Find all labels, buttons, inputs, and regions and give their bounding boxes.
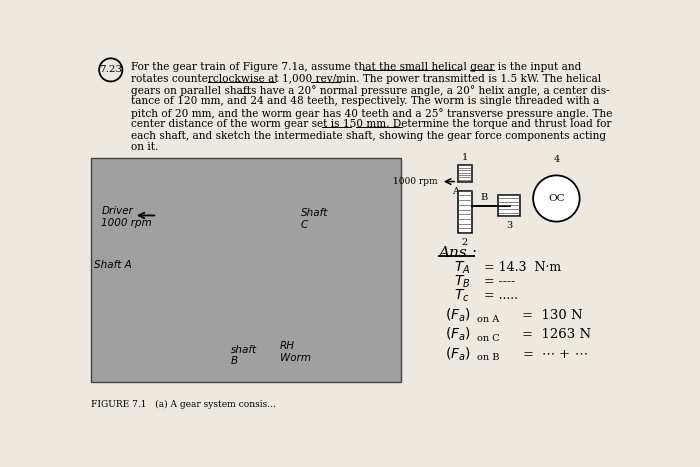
Text: = 14.3  N·m: = 14.3 N·m xyxy=(484,262,561,274)
Text: 7.23: 7.23 xyxy=(99,65,122,74)
Text: = .....: = ..... xyxy=(484,289,517,302)
Text: gears on parallel shafts have a 20° normal pressure angle, a 20° helix angle, a : gears on parallel shafts have a 20° norm… xyxy=(131,85,610,96)
Text: B: B xyxy=(481,192,488,202)
Text: center distance of the worm gear set is 150 mm. Determine the torque and thrust : center distance of the worm gear set is … xyxy=(131,119,611,129)
Text: 4: 4 xyxy=(553,155,559,164)
Text: pitch of 20 mm, and the worm gear has 40 teeth and a 25° transverse pressure ang: pitch of 20 mm, and the worm gear has 40… xyxy=(131,108,612,119)
Text: Shaft
C: Shaft C xyxy=(300,208,328,230)
Text: rotates counterclockwise at 1,000 rev/min. The power transmitted is 1.5 kW. The : rotates counterclockwise at 1,000 rev/mi… xyxy=(131,74,601,84)
Text: =  130 N: = 130 N xyxy=(522,309,583,322)
Bar xyxy=(92,158,401,382)
Text: =  1263 N: = 1263 N xyxy=(522,328,592,341)
Text: Driver
1000 rpm: Driver 1000 rpm xyxy=(102,206,152,228)
Text: tance of 120 mm, and 24 and 48 teeth, respectively. The worm is single threaded : tance of 120 mm, and 24 and 48 teeth, re… xyxy=(131,96,599,106)
Text: =  $\cdots$ + $\cdots$: = $\cdots$ + $\cdots$ xyxy=(522,347,588,361)
Bar xyxy=(458,165,472,182)
Text: $(F_a)$: $(F_a)$ xyxy=(444,326,470,344)
Text: $T_c$: $T_c$ xyxy=(454,287,470,304)
Text: For the gear train of Figure 7.1a, assume that the small helical gear is the inp: For the gear train of Figure 7.1a, assum… xyxy=(131,62,581,72)
Text: $(F_a)$: $(F_a)$ xyxy=(444,307,470,324)
Text: each shaft, and sketch the intermediate shaft, showing the gear force components: each shaft, and sketch the intermediate … xyxy=(131,131,606,141)
Text: FIGURE 7.1   (a) A gear system consis...: FIGURE 7.1 (a) A gear system consis... xyxy=(92,400,276,409)
Text: $(F_a)$: $(F_a)$ xyxy=(444,345,470,363)
Text: $T_B$: $T_B$ xyxy=(454,274,470,290)
Text: A: A xyxy=(452,187,459,196)
Text: 1: 1 xyxy=(462,153,468,162)
Bar xyxy=(498,195,520,216)
Text: on it.: on it. xyxy=(131,142,158,152)
Text: on B: on B xyxy=(477,354,500,362)
Text: shaft
B: shaft B xyxy=(231,345,257,367)
Text: 1000 rpm: 1000 rpm xyxy=(393,177,438,186)
Bar xyxy=(458,191,472,233)
Text: Shaft A: Shaft A xyxy=(94,260,132,270)
Text: OC: OC xyxy=(548,194,565,203)
Text: = ----: = ---- xyxy=(484,275,514,288)
Circle shape xyxy=(533,176,580,221)
Text: RH
Worm: RH Worm xyxy=(280,341,311,362)
Text: Ans :: Ans : xyxy=(439,246,477,260)
Text: 2: 2 xyxy=(462,238,468,247)
Text: $T_A$: $T_A$ xyxy=(454,260,470,276)
Text: on A: on A xyxy=(477,315,500,324)
Circle shape xyxy=(99,58,122,81)
Text: 3: 3 xyxy=(506,221,512,230)
Text: on C: on C xyxy=(477,334,500,343)
